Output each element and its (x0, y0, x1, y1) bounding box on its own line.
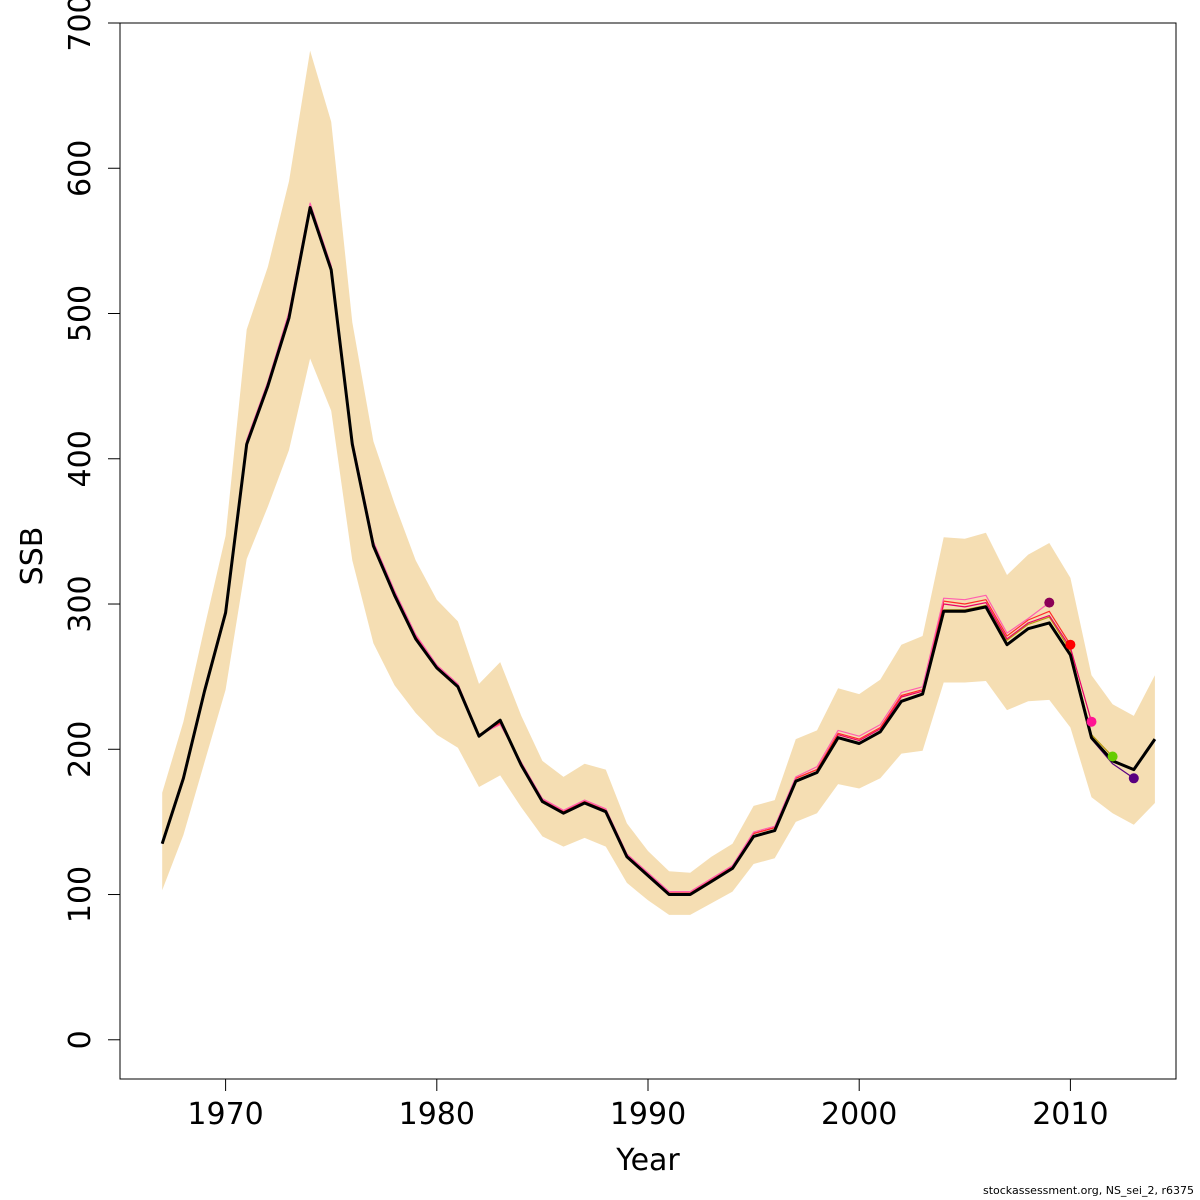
y-tick-label: 400 (63, 430, 98, 487)
y-axis: 0 100 200 300 400 500 600 700 (63, 0, 121, 1049)
y-tick-label: 300 (63, 575, 98, 632)
endpoint-marker-2013 (1128, 773, 1139, 784)
y-tick-label: 0 (63, 1030, 98, 1049)
endpoint-markers-layer (1044, 597, 1139, 784)
endpoint-marker-2012 (1107, 751, 1118, 762)
x-tick-label: 2010 (1032, 1097, 1108, 1132)
y-tick-label: 600 (63, 140, 98, 197)
y-tick-label: 500 (63, 285, 98, 342)
x-tick-label: 1990 (610, 1097, 686, 1132)
x-tick-label: 1970 (187, 1097, 263, 1132)
x-axis: 1970 1980 1990 2000 2010 (187, 1078, 1109, 1132)
source-footnote: stockassessment.org, NS_sei_2, r6375 (982, 1184, 1194, 1197)
x-tick-label: 1980 (399, 1097, 475, 1132)
endpoint-marker-2009 (1044, 597, 1055, 608)
plot-frame (119, 22, 1177, 1080)
series-line-main (160, 206, 1157, 896)
y-tick-label: 200 (63, 721, 98, 778)
series-line-retro-4 (161, 202, 1050, 893)
y-tick-label: 700 (63, 0, 98, 52)
x-axis-title: Year (615, 1143, 680, 1178)
confidence-band (162, 50, 1155, 915)
x-tick-label: 2000 (821, 1097, 897, 1132)
confidence-band-layer (162, 50, 1155, 915)
y-tick-label: 100 (63, 866, 98, 923)
endpoint-marker-2011 (1086, 716, 1097, 727)
series-layer (160, 202, 1157, 896)
endpoint-marker-2010 (1065, 639, 1076, 650)
y-axis-title: SSB (15, 527, 50, 586)
